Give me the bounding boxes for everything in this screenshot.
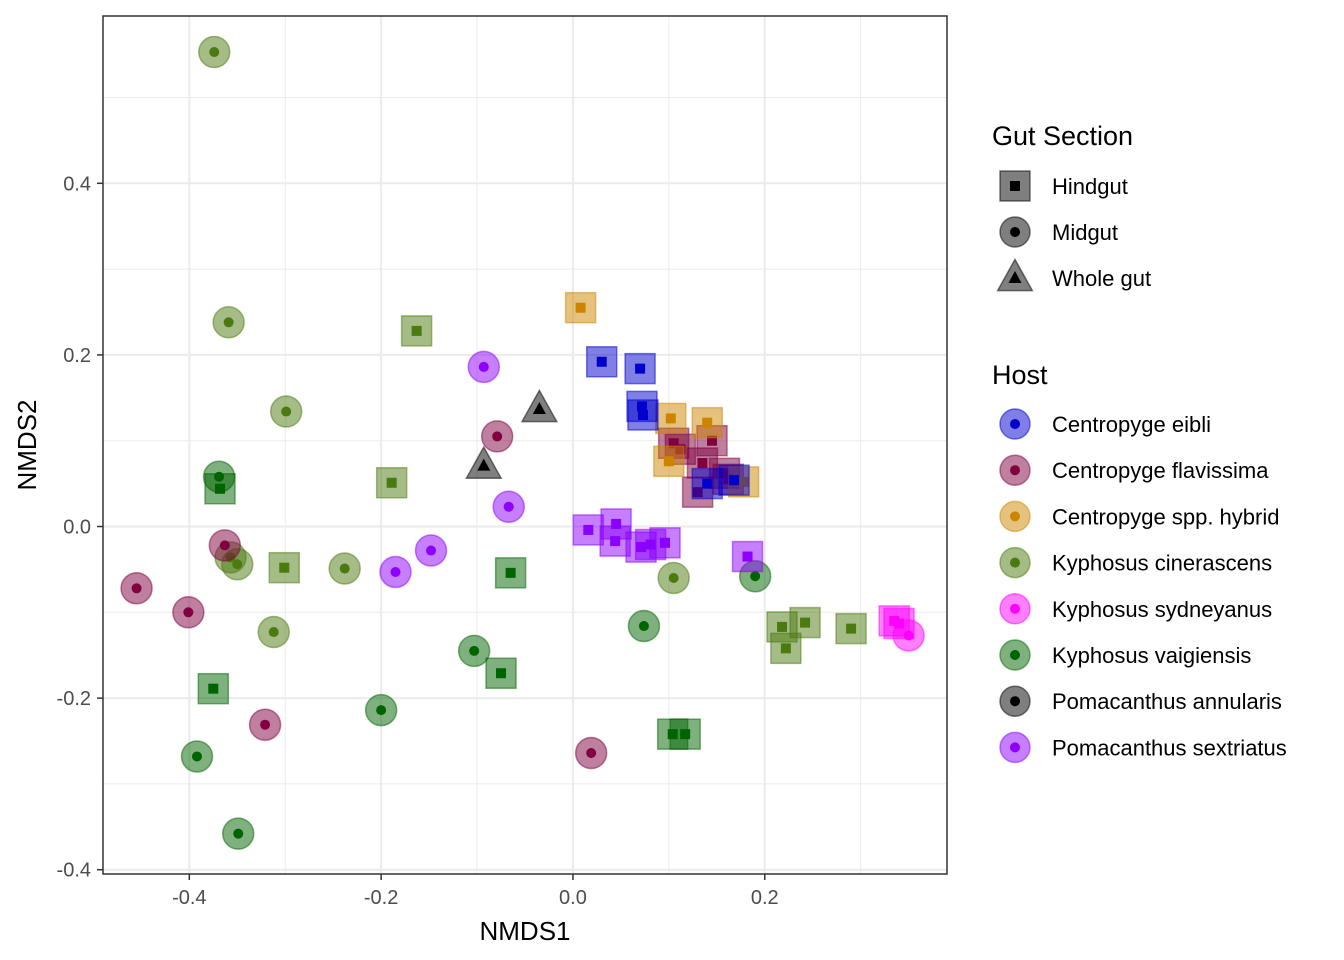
plot-panel-border xyxy=(102,15,948,875)
data-point xyxy=(257,615,290,649)
data-point xyxy=(649,527,681,559)
data-point xyxy=(655,402,687,435)
data-point xyxy=(172,596,205,629)
data-points xyxy=(120,35,925,850)
data-point xyxy=(718,464,750,496)
legend-key-host xyxy=(999,731,1031,764)
legend-key-triangle xyxy=(996,257,1034,292)
major-gridlines xyxy=(103,16,947,874)
data-point xyxy=(653,445,685,478)
data-point xyxy=(120,572,153,605)
legend-label: Centropyge flavissima xyxy=(1052,458,1269,483)
data-point xyxy=(572,514,605,546)
x-tick-label: -0.4 xyxy=(172,887,206,909)
host-legend: Host Centropyge eibli Centropyge flavissi… xyxy=(992,360,1287,764)
data-point xyxy=(627,609,661,643)
legend-key-host xyxy=(999,593,1031,625)
data-point xyxy=(669,718,701,750)
legend-key-host xyxy=(999,685,1031,717)
data-point xyxy=(480,420,514,453)
x-tick-label: -0.2 xyxy=(364,887,398,909)
data-point xyxy=(657,561,690,595)
legend-label: Whole gut xyxy=(1052,266,1151,291)
data-point xyxy=(494,557,527,589)
legend-key-host xyxy=(999,500,1031,533)
data-point xyxy=(627,399,659,431)
gut-section-legend: Gut Section Hindgut Midgut Whole gut xyxy=(992,121,1151,292)
legend-label: Centropyge spp. hybrid xyxy=(1052,504,1279,529)
data-point xyxy=(564,291,597,324)
data-point xyxy=(221,817,255,850)
legend-label: Kyphosus sydneyanus xyxy=(1052,597,1272,622)
x-axis-title: NMDS1 xyxy=(479,916,570,946)
host-legend-title: Host xyxy=(992,360,1048,390)
data-point xyxy=(574,736,608,770)
data-point xyxy=(197,672,230,705)
data-point xyxy=(375,467,408,499)
data-point xyxy=(520,388,559,423)
data-point xyxy=(212,306,245,339)
data-point xyxy=(585,346,618,378)
data-point xyxy=(208,529,242,562)
x-tick-label: 0.2 xyxy=(751,887,779,909)
x-axis: -0.4 -0.2 0.0 0.2 xyxy=(172,874,779,909)
data-point xyxy=(465,445,503,479)
data-point xyxy=(364,693,398,727)
data-point xyxy=(328,552,361,585)
legend-label: Kyphosus vaigiensis xyxy=(1052,643,1251,668)
data-point xyxy=(248,708,282,741)
legend-label: Pomacanthus annularis xyxy=(1052,689,1282,714)
legend-label: Pomacanthus sextriatus xyxy=(1052,735,1287,760)
data-point xyxy=(485,657,517,689)
data-point xyxy=(198,35,231,69)
data-point xyxy=(599,525,631,557)
y-tick-label: 0.4 xyxy=(63,173,91,195)
data-point xyxy=(731,540,764,573)
data-point xyxy=(400,315,433,347)
y-tick-label: -0.4 xyxy=(57,860,91,882)
legend-key-square xyxy=(999,170,1031,202)
legend-key-circle xyxy=(999,216,1031,248)
data-point xyxy=(691,467,723,500)
y-axis-title: NMDS2 xyxy=(12,399,42,490)
legend-key-host xyxy=(999,639,1031,671)
legend-key-host xyxy=(999,454,1031,486)
x-tick-label: 0.0 xyxy=(559,887,587,909)
data-point xyxy=(414,534,448,567)
data-point xyxy=(467,350,501,384)
legend-key-host xyxy=(999,546,1031,579)
data-point xyxy=(789,606,821,639)
data-point xyxy=(691,406,723,439)
data-point xyxy=(268,551,301,584)
legend-label: Hindgut xyxy=(1052,174,1128,199)
data-point xyxy=(180,740,214,773)
data-point xyxy=(269,395,303,428)
data-point xyxy=(379,555,412,589)
data-point xyxy=(204,473,236,505)
y-tick-label: -0.2 xyxy=(57,688,91,710)
data-point xyxy=(892,619,925,652)
legend-label: Kyphosus cinerascens xyxy=(1052,551,1272,576)
legend-label: Centropyge eibli xyxy=(1052,412,1211,437)
data-point xyxy=(492,490,525,524)
legend-key-host xyxy=(999,408,1031,440)
legend-label: Midgut xyxy=(1052,220,1118,245)
data-point xyxy=(457,634,491,668)
y-tick-label: 0.0 xyxy=(63,517,91,539)
y-axis: -0.4 -0.2 0.0 0.2 0.4 xyxy=(57,173,103,882)
data-point xyxy=(624,352,656,385)
y-tick-label: 0.2 xyxy=(63,345,91,367)
gut-section-legend-title: Gut Section xyxy=(992,121,1133,151)
data-point xyxy=(835,612,867,645)
